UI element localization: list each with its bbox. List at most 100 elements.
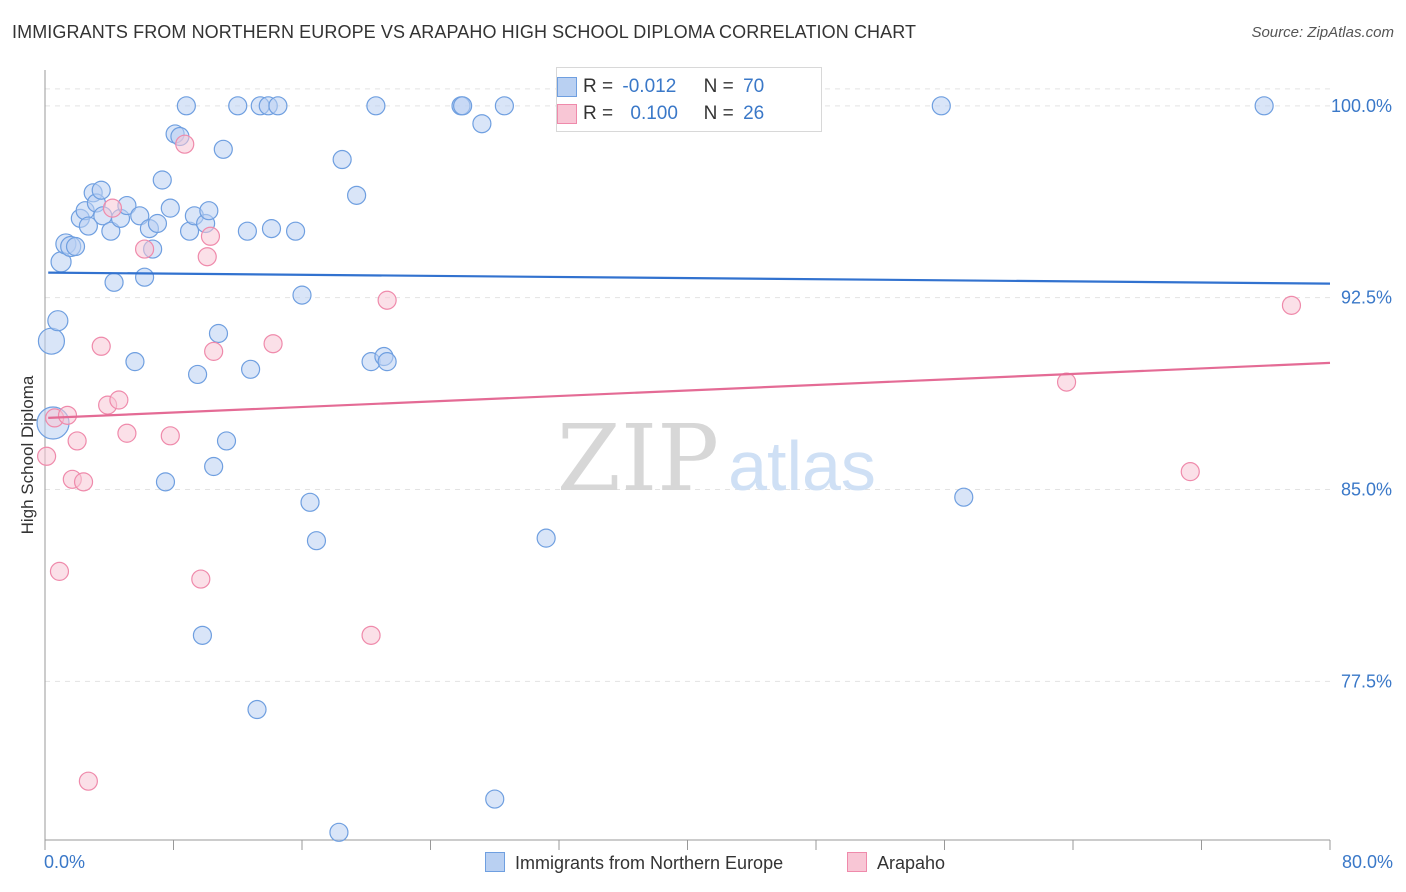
scatter-point-pink	[117, 423, 137, 443]
scatter-point-blue	[306, 531, 327, 551]
scatter-point-pink	[204, 341, 224, 361]
n-value-blue: 70	[743, 76, 765, 97]
scatter-point-blue	[101, 221, 121, 241]
scatter-point-pink	[1281, 295, 1302, 315]
y-axis-label: High School Diploma	[18, 375, 37, 535]
data-points	[36, 96, 1302, 842]
scatter-point-pink	[361, 625, 381, 645]
n-label: N =	[703, 103, 734, 124]
scatter-point-blue	[216, 431, 237, 451]
scatter-point-blue	[268, 96, 288, 116]
y-tick-label: 100.0%	[1331, 96, 1392, 116]
legend-swatch-pink	[847, 852, 867, 872]
scatter-point-pink	[263, 334, 283, 354]
scatter-point-pink	[78, 771, 98, 791]
scatter-point-pink	[175, 134, 195, 154]
scatter-point-pink	[37, 446, 57, 466]
scatter-point-blue	[247, 699, 267, 720]
scatter-point-blue	[130, 206, 150, 226]
trend-line-blue	[48, 271, 1331, 285]
y-tick-label: 92.5%	[1341, 288, 1392, 308]
scatter-point-pink	[134, 239, 155, 259]
scatter-point-pink	[73, 472, 94, 492]
scatter-point-pink	[1056, 372, 1077, 392]
scatter-point-pink	[200, 226, 221, 246]
scatter-point-blue	[292, 285, 312, 305]
scatter-point-blue	[91, 180, 111, 200]
n-label: N =	[703, 76, 734, 97]
scatter-point-pink	[57, 405, 78, 425]
scatter-point-pink	[109, 390, 129, 410]
x-tick-label-min: 0.0%	[44, 852, 86, 872]
scatter-point-blue	[192, 625, 213, 645]
scatter-point-blue	[187, 364, 208, 385]
scatter-point-blue	[241, 359, 261, 379]
scatter-point-blue	[347, 185, 367, 205]
scatter-point-blue	[199, 201, 219, 221]
legend-label-northern-europe: Immigrants from Northern Europe	[515, 853, 784, 873]
scatter-point-blue	[494, 96, 514, 116]
scatter-point-pink	[102, 198, 123, 218]
scatter-point-blue	[472, 114, 492, 134]
scatter-point-blue	[237, 221, 257, 241]
scatter-point-blue	[285, 221, 306, 241]
r-value-blue: -0.012	[622, 76, 677, 97]
y-tick-labels: 77.5% 85.0% 92.5% 100.0%	[1331, 96, 1392, 692]
scatter-point-blue	[453, 96, 473, 116]
scatter-point-blue	[65, 236, 86, 257]
scatter-point-blue	[1254, 96, 1274, 116]
legend-swatch-blue	[485, 852, 505, 872]
scatter-point-pink	[67, 431, 87, 451]
scatter-point-blue	[332, 149, 352, 170]
scatter-point-blue	[208, 323, 229, 344]
scatter-point-blue	[329, 822, 349, 842]
blue-swatch	[557, 77, 577, 97]
scatter-point-pink	[191, 569, 211, 589]
watermark-zip: ZIP	[557, 405, 719, 512]
legend-label-arapaho: Arapaho	[877, 853, 946, 873]
scatter-point-pink	[160, 426, 180, 446]
scatter-point-blue	[213, 139, 233, 159]
scatter-point-blue	[78, 216, 98, 236]
legend-row-blue: R = -0.012 N = 70	[557, 76, 765, 98]
chart-title: IMMIGRANTS FROM NORTHERN EUROPE VS ARAPA…	[12, 22, 917, 42]
scatter-point-blue	[931, 96, 951, 116]
scatter-point-blue	[536, 528, 556, 548]
scatter-point-blue	[155, 472, 176, 492]
scatter-point-pink	[49, 561, 70, 581]
scatter-point-blue	[954, 487, 974, 507]
scatter-point-blue	[160, 198, 180, 218]
scatter-point-pink	[1180, 462, 1200, 482]
scatter-point-blue	[261, 219, 282, 239]
scatter-point-blue	[37, 327, 66, 355]
watermark: ZIP atlas	[557, 405, 876, 512]
scatter-point-blue	[104, 272, 124, 292]
scatter-point-blue	[125, 352, 145, 372]
pink-swatch	[557, 104, 577, 124]
y-tick-label: 85.0%	[1341, 480, 1392, 500]
legend-item-arapaho: Arapaho	[847, 852, 945, 874]
trend-line-pink	[48, 361, 1331, 420]
legend-row-pink: R = 0.100 N = 26	[557, 103, 765, 125]
watermark-atlas: atlas	[728, 427, 876, 505]
scatter-point-blue	[377, 352, 397, 372]
x-tick-label-max: 80.0%	[1341, 852, 1393, 872]
r-value-pink: 0.100	[630, 103, 678, 124]
r-label: R =	[583, 76, 614, 97]
n-value-pink: 26	[743, 103, 765, 124]
scatter-point-blue	[134, 267, 155, 287]
scatter-point-blue	[300, 492, 320, 512]
r-label: R =	[583, 103, 614, 124]
scatter-point-pink	[197, 247, 217, 267]
scatter-point-blue	[176, 96, 196, 116]
scatter-point-pink	[377, 290, 397, 310]
legend-item-northern-europe: Immigrants from Northern Europe	[485, 852, 783, 874]
scatter-point-pink	[91, 336, 111, 356]
y-tick-label: 77.5%	[1341, 671, 1392, 691]
source-credit: Source: ZipAtlas.com	[1251, 24, 1394, 41]
scatter-point-blue	[485, 789, 505, 809]
scatter-point-blue	[228, 96, 248, 116]
scatter-point-blue	[47, 310, 69, 332]
trend-lines	[48, 271, 1331, 420]
